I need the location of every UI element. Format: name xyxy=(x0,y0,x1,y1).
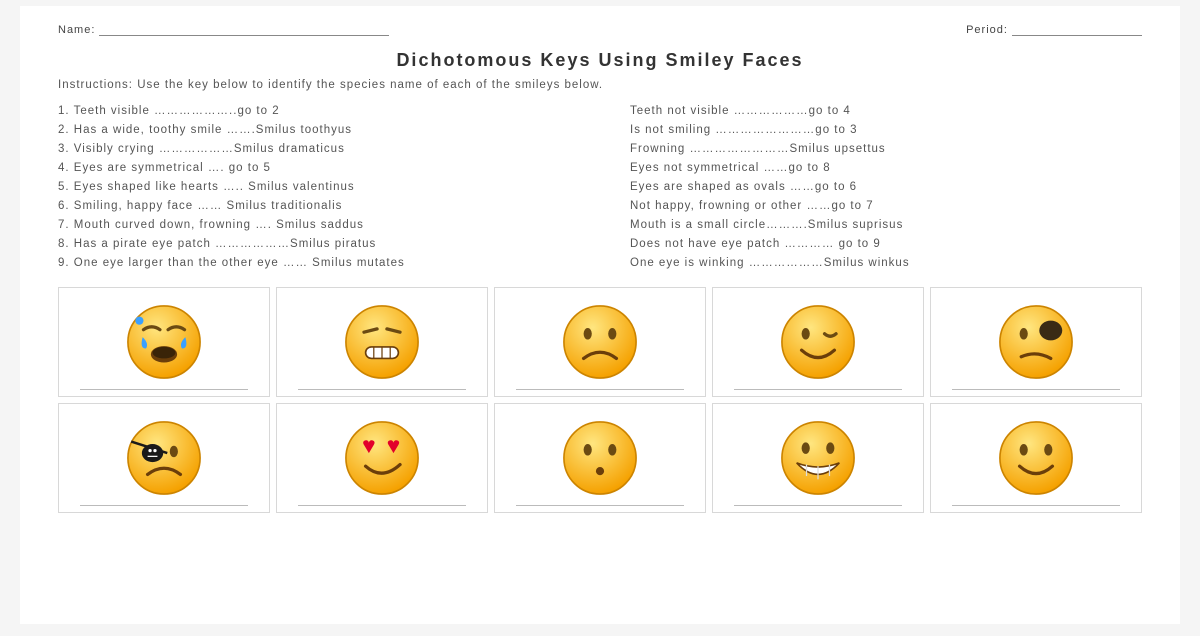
pirate-face-icon xyxy=(123,417,205,499)
wink-face-cell xyxy=(712,287,924,397)
key-right: Eyes are shaped as ovals ……go to 6 xyxy=(630,181,1142,193)
answer-line[interactable] xyxy=(80,504,248,506)
answer-line[interactable] xyxy=(298,388,466,390)
faces-grid xyxy=(58,287,1142,513)
key-table: 1. Teeth visible ………………..go to 2 Teeth no… xyxy=(58,105,1142,269)
key-left: 1. Teeth visible ………………..go to 2 xyxy=(58,105,570,117)
crying-face-cell xyxy=(58,287,270,397)
key-left: 7. Mouth curved down, frowning …. Smilus… xyxy=(58,219,570,231)
answer-line[interactable] xyxy=(516,504,684,506)
key-right: Teeth not visible ………………go to 4 xyxy=(630,105,1142,117)
hearts-face-icon xyxy=(341,417,423,499)
mutant-face-cell xyxy=(930,287,1142,397)
surprise-face-cell xyxy=(494,403,706,513)
answer-line[interactable] xyxy=(734,504,902,506)
key-right: Mouth is a small circle……….Smilus supris… xyxy=(630,219,1142,231)
period-line[interactable] xyxy=(1012,25,1142,36)
instructions-text: Instructions: Use the key below to ident… xyxy=(58,79,1142,91)
answer-line[interactable] xyxy=(734,388,902,390)
worksheet-sheet: Name: Period: Dichotomous Keys Using Smi… xyxy=(20,6,1180,624)
header-row: Name: Period: xyxy=(58,24,1142,36)
toothy-face-cell xyxy=(712,403,924,513)
answer-line[interactable] xyxy=(952,504,1120,506)
answer-line[interactable] xyxy=(516,388,684,390)
smile-face-cell xyxy=(930,403,1142,513)
crying-face-icon xyxy=(123,301,205,383)
key-left: 3. Visibly crying ………………Smilus dramaticu… xyxy=(58,143,570,155)
mutant-face-icon xyxy=(995,301,1077,383)
key-right: Not happy, frowning or other ……go to 7 xyxy=(630,200,1142,212)
page-title: Dichotomous Keys Using Smiley Faces xyxy=(58,50,1142,71)
name-line[interactable] xyxy=(99,25,389,36)
key-right: One eye is winking ………………Smilus winkus xyxy=(630,257,1142,269)
surprise-face-icon xyxy=(559,417,641,499)
key-right: Frowning ……………………Smilus upsettus xyxy=(630,143,1142,155)
key-left: 9. One eye larger than the other eye …… … xyxy=(58,257,570,269)
key-right: Does not have eye patch ………… go to 9 xyxy=(630,238,1142,250)
wink-face-icon xyxy=(777,301,859,383)
key-left: 5. Eyes shaped like hearts ….. Smilus va… xyxy=(58,181,570,193)
answer-line[interactable] xyxy=(298,504,466,506)
answer-line[interactable] xyxy=(952,388,1120,390)
name-label: Name: xyxy=(58,24,95,36)
period-field: Period: xyxy=(966,24,1142,36)
answer-line[interactable] xyxy=(80,388,248,390)
upset-face-cell xyxy=(276,287,488,397)
key-right: Eyes not symmetrical ……go to 8 xyxy=(630,162,1142,174)
period-label: Period: xyxy=(966,24,1008,36)
toothy-face-icon xyxy=(777,417,859,499)
frown-face-cell xyxy=(494,287,706,397)
key-right: Is not smiling ……………………go to 3 xyxy=(630,124,1142,136)
hearts-face-cell xyxy=(276,403,488,513)
key-left: 2. Has a wide, toothy smile …….Smilus to… xyxy=(58,124,570,136)
upset-face-icon xyxy=(341,301,423,383)
frown-face-icon xyxy=(559,301,641,383)
key-left: 4. Eyes are symmetrical …. go to 5 xyxy=(58,162,570,174)
key-left: 8. Has a pirate eye patch ………………Smilus p… xyxy=(58,238,570,250)
key-left: 6. Smiling, happy face …… Smilus traditi… xyxy=(58,200,570,212)
name-field: Name: xyxy=(58,24,389,36)
pirate-face-cell xyxy=(58,403,270,513)
smile-face-icon xyxy=(995,417,1077,499)
